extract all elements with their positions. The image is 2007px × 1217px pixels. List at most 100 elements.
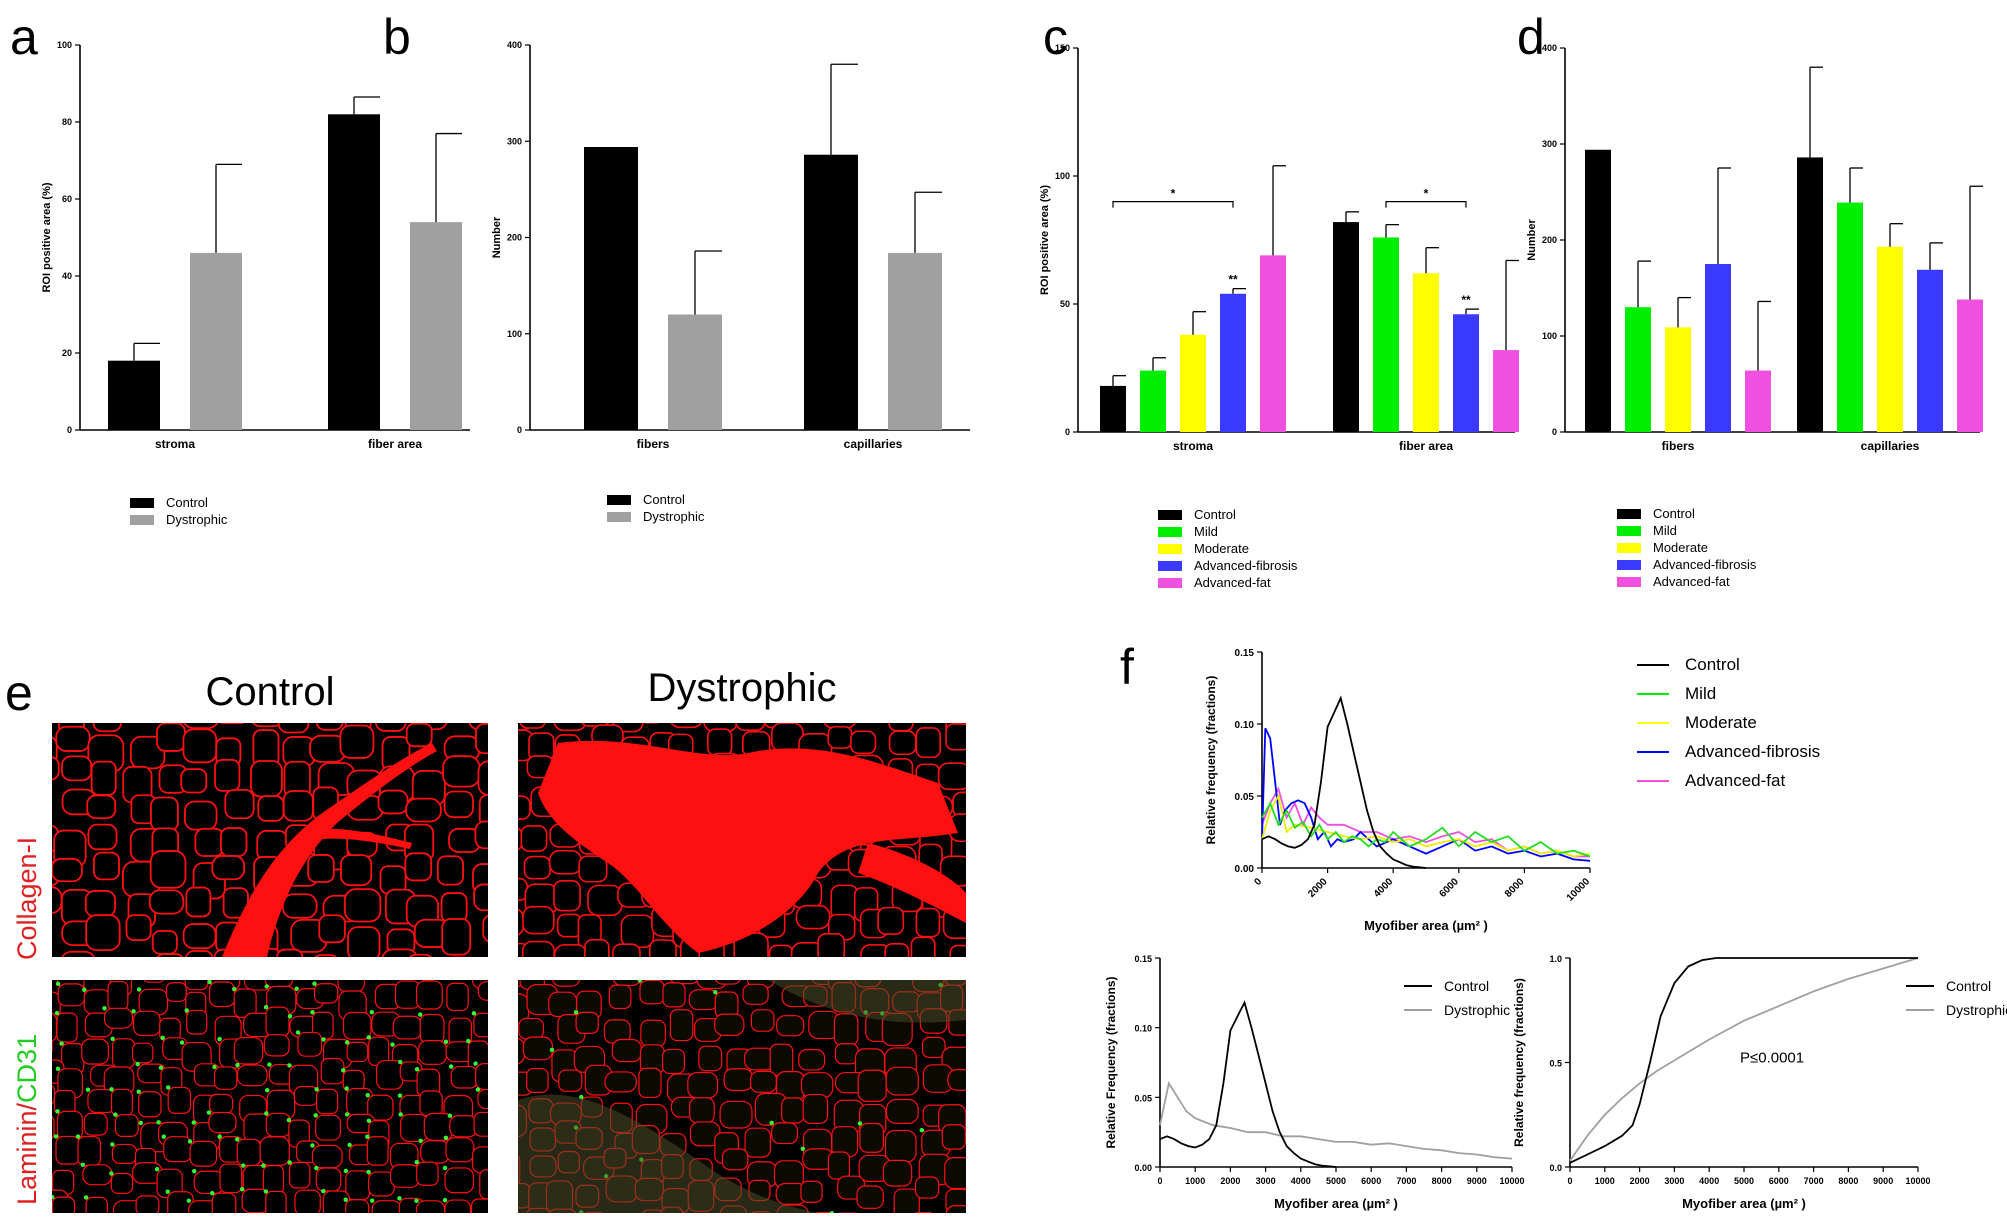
legend-label-mild: Mild [1685,683,1717,703]
bar-c-Advanced-fibrosis [1453,314,1479,432]
legend-item: Control [1617,505,1756,522]
legend-label-control: Control [1946,978,1992,994]
capillary-dot [210,1190,215,1196]
bar-a-Control [328,114,380,431]
capillary-dot [263,1189,268,1194]
capillary-dot [287,1063,292,1068]
fiber-cell [771,1122,799,1145]
capillary-dot [287,1160,292,1165]
fiber-cell [850,730,877,755]
x-tick-label: 6000 [1769,1176,1789,1186]
legend-item: Moderate [1637,708,1820,737]
capillary-dot [113,1112,118,1117]
x-tick-label: 0 [1157,1176,1162,1186]
fiber-cell [742,983,769,1005]
fiber-cell [52,1012,58,1042]
fiber-cell [419,1013,445,1044]
legend-label-advanced-fat: Advanced-fat [1685,770,1786,790]
legend-label-advanced-fibrosis: Advanced-fibrosis [1685,741,1821,761]
capillary-dot [82,987,87,993]
y-tick-label: 400 [507,40,522,50]
x-category-label-b: capillaries [844,437,903,451]
legend-label-mild: Mild [1194,524,1218,539]
fiber-cell [112,1038,136,1069]
capillary-dot [344,1086,349,1091]
capillary-dot [390,1042,395,1047]
y-tick-label: 200 [1542,235,1557,245]
bar-d-Mild [1837,202,1863,432]
fiber-cell [440,892,468,923]
fiber-cell [186,1009,208,1035]
bar-c-Advanced-fibrosis [1220,293,1246,432]
legend-item: Control [130,494,227,511]
legend-d: Control Mild Moderate Advanced-fibrosis … [1617,505,1756,590]
legend-label-moderate: Moderate [1685,712,1757,732]
fiber-cell [265,1112,291,1138]
capillary-dot [158,1065,164,1070]
legend-item: Mild [1637,679,1820,708]
capillary-dot [466,1038,471,1044]
fiber-cell [219,1163,243,1194]
capillary-dot [135,1061,140,1067]
capillary-dot [366,1118,372,1124]
fiber-cell [522,905,555,935]
bar-a-Control [108,360,160,430]
fiber-cell [781,1097,805,1124]
fiber-cell [473,1012,488,1038]
fiber-cell [827,725,853,749]
capillary-dot [321,1037,326,1042]
tissue-region [858,843,966,923]
legend-label-dystrophic: Dystrophic [1946,1002,2007,1018]
capillary-dot [473,1061,478,1066]
x-axis-label-f_bl: Myofiber area (µm² ) [1274,1196,1398,1211]
capillary-dot [54,1010,60,1016]
x-tick-label: 5000 [1326,1176,1346,1186]
x-tick-label: 8000 [1432,1176,1452,1186]
fiber-cell [827,1151,851,1180]
y-tick-label: 0 [517,425,522,435]
capillary-dot [154,1166,160,1172]
legend-b: Control Dystrophic [607,491,704,525]
y-tick-label: 1.0 [1549,954,1562,964]
column-header-control: Control [205,670,335,714]
capillary-dot [165,1085,171,1090]
fiber-cell [952,791,966,818]
y-tick-label: 0.15 [1134,954,1152,964]
capillary-dot [366,1035,371,1040]
fiber-cell [392,1015,423,1040]
fiber-cell [444,1167,475,1194]
fiber-cell [420,1140,450,1164]
legend-label-moderate: Moderate [1653,540,1708,555]
y-tick-label: 0.05 [1235,792,1255,803]
y-tick-label: 20 [62,348,72,358]
legend-item: Advanced-fibrosis [1158,557,1297,574]
fiber-cell [315,723,344,731]
panel-label-a: a [10,9,38,65]
fiber-cell [339,724,375,759]
x-tick-label: 0 [1567,1176,1572,1186]
series-line-f_top-Advanced-fibrosis [1261,727,1591,862]
capillary-dot [165,1189,170,1194]
capillary-dot [264,1111,269,1116]
legend-item: Control [1158,506,1297,523]
fiber-cell [584,938,610,957]
fiber-cell [167,1086,192,1114]
fiber-cell [320,1057,345,1085]
fiber-cell [768,944,794,957]
micrograph-dystrophic-collagen [518,723,966,957]
fiber-cell [265,1006,290,1038]
capillary-dot [83,1195,89,1200]
capillary-dot [55,1109,60,1114]
fiber-cell [661,1048,685,1075]
capillary-dot [186,1198,191,1203]
panel-label-c: c [1043,9,1068,65]
fiber-cell [209,1093,234,1115]
fiber-cell [949,944,966,957]
fiber-cell [135,1195,160,1213]
capillary-dot [136,987,142,992]
fiber-cell [937,762,966,791]
capillary-dot [637,980,643,983]
capillary-dot [156,1120,161,1125]
fiber-cell [90,760,117,796]
y-tick-label: 0 [67,425,72,435]
